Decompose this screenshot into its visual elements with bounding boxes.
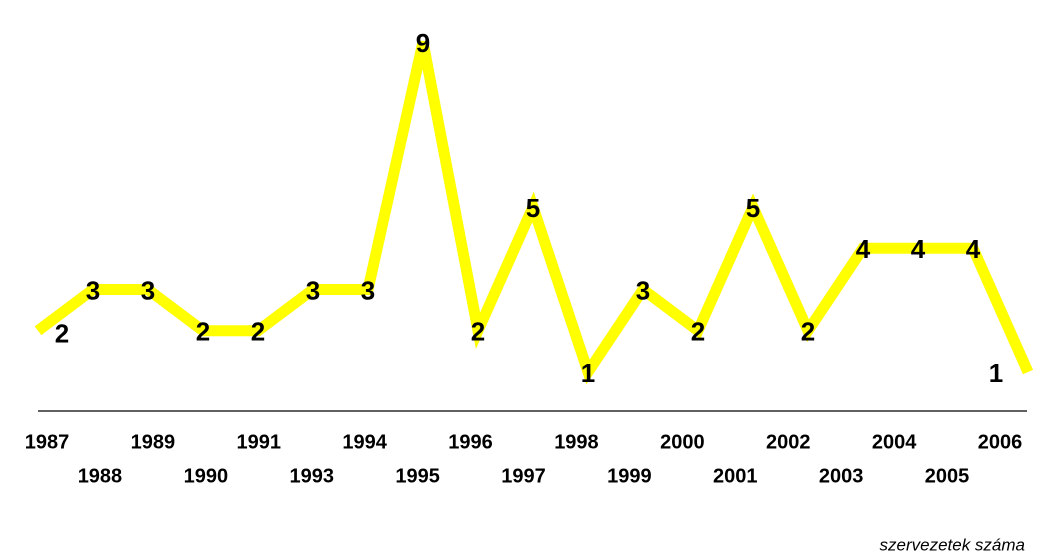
data-label: 3 — [636, 275, 650, 305]
x-tick-label: 1990 — [184, 465, 229, 487]
data-label: 1 — [581, 358, 595, 388]
x-tick-label: 2000 — [660, 431, 705, 453]
line — [34, 40, 1034, 385]
data-label: 5 — [526, 193, 540, 223]
x-tick-label: 1993 — [289, 465, 334, 487]
x-tick-label: 1987 — [25, 431, 70, 453]
x-tick-label: 1989 — [131, 431, 176, 453]
data-label: 3 — [141, 275, 155, 305]
x-tick-label: 2004 — [872, 431, 917, 453]
x-tick-label: 1995 — [395, 465, 440, 487]
data-label: 2 — [251, 317, 265, 347]
data-label: 2 — [691, 317, 705, 347]
x-tick-label: 1996 — [448, 431, 493, 453]
x-tick-label: 1991 — [237, 431, 282, 453]
data-label: 2 — [55, 319, 69, 349]
x-tick-label: 1999 — [607, 465, 652, 487]
data-label: 9 — [416, 28, 430, 58]
x-tick-label: 2002 — [766, 431, 811, 453]
data-label: 4 — [966, 234, 981, 264]
data-label: 3 — [306, 275, 320, 305]
data-label: 5 — [746, 193, 760, 223]
data-label: 4 — [911, 234, 926, 264]
x-tick-label: 1998 — [554, 431, 599, 453]
data-label: 3 — [361, 275, 375, 305]
x-tick-label: 1994 — [342, 431, 387, 453]
data-label: 1 — [989, 358, 1003, 388]
data-label: 2 — [801, 317, 815, 347]
data-label: 2 — [196, 317, 210, 347]
x-tick-label: 1997 — [501, 465, 546, 487]
x-tick-label: 2003 — [819, 465, 864, 487]
x-tick-label: 1988 — [78, 465, 123, 487]
x-tick-label: 2006 — [978, 431, 1023, 453]
x-tick-label: 2001 — [713, 465, 758, 487]
caption: szervezetek száma — [880, 535, 1026, 554]
data-label: 2 — [471, 317, 485, 347]
x-tick-label: 2005 — [925, 465, 970, 487]
data-label: 4 — [856, 234, 871, 264]
data-label: 3 — [86, 275, 100, 305]
